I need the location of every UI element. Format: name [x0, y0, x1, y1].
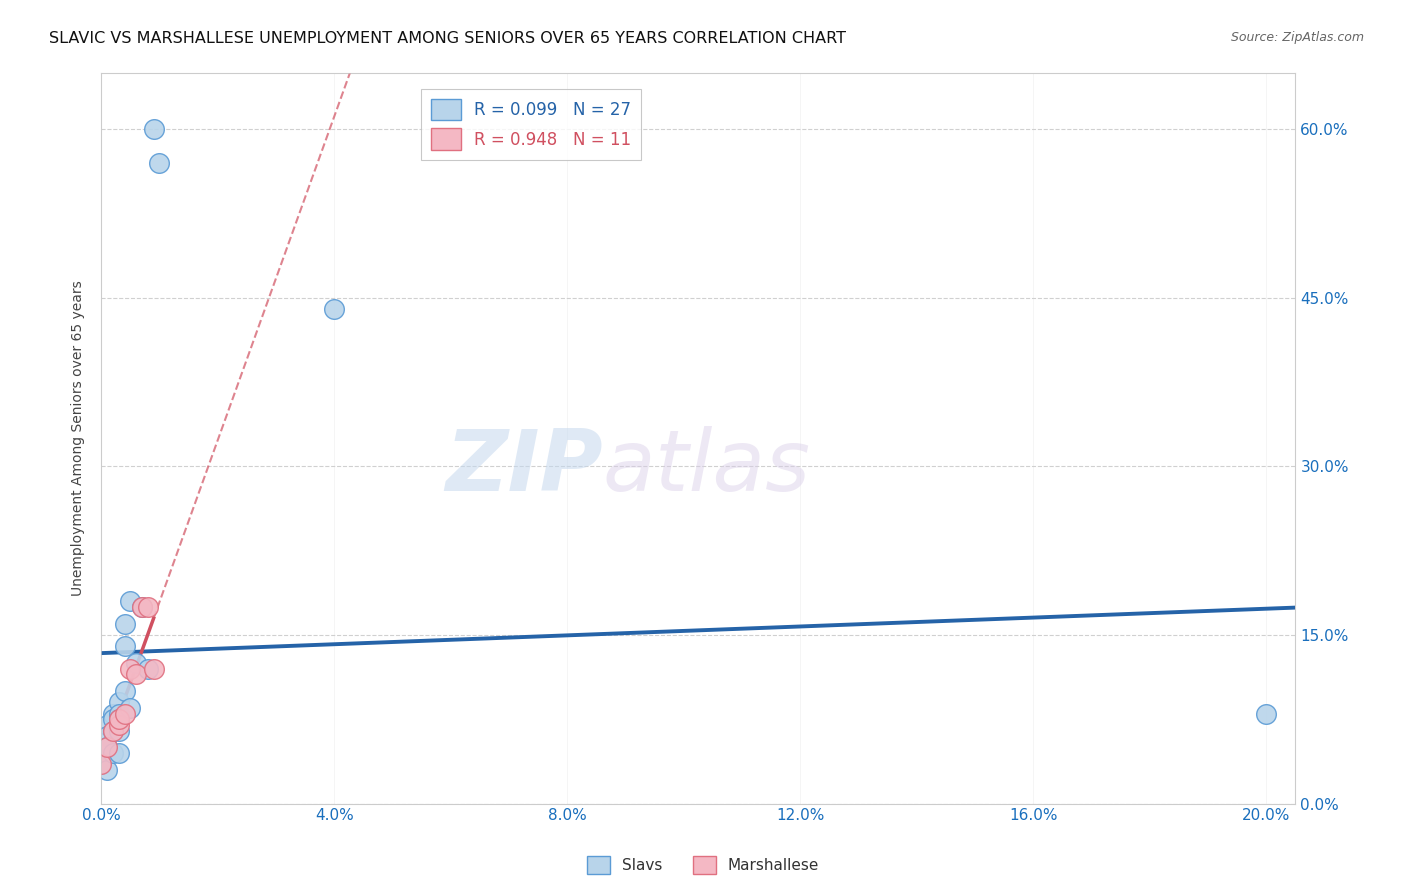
Point — [101, 746, 124, 760]
Point — [107, 712, 129, 726]
Point — [125, 656, 148, 670]
Point — [107, 706, 129, 721]
Point — [90, 752, 112, 766]
Point — [96, 718, 118, 732]
Point — [136, 662, 159, 676]
Legend: Slavs, Marshallese: Slavs, Marshallese — [581, 850, 825, 880]
Point — [114, 639, 136, 653]
Point — [101, 723, 124, 738]
Point — [101, 706, 124, 721]
Point — [107, 723, 129, 738]
Point — [131, 599, 153, 614]
Point — [96, 740, 118, 755]
Text: atlas: atlas — [603, 426, 811, 509]
Y-axis label: Unemployment Among Seniors over 65 years: Unemployment Among Seniors over 65 years — [72, 280, 86, 596]
Text: ZIP: ZIP — [446, 426, 603, 509]
Point — [136, 599, 159, 614]
Point — [120, 594, 142, 608]
Point — [101, 723, 124, 738]
Legend: R = 0.099   N = 27, R = 0.948   N = 11: R = 0.099 N = 27, R = 0.948 N = 11 — [420, 88, 641, 160]
Point — [142, 122, 165, 136]
Point — [1256, 706, 1278, 721]
Point — [107, 718, 129, 732]
Point — [107, 712, 129, 726]
Point — [107, 746, 129, 760]
Point — [114, 684, 136, 698]
Point — [101, 712, 124, 726]
Point — [120, 701, 142, 715]
Point — [96, 763, 118, 777]
Point — [148, 156, 170, 170]
Point — [107, 696, 129, 710]
Point — [114, 706, 136, 721]
Point — [96, 729, 118, 743]
Point — [125, 667, 148, 681]
Text: Source: ZipAtlas.com: Source: ZipAtlas.com — [1230, 31, 1364, 45]
Point — [90, 757, 112, 772]
Point — [114, 616, 136, 631]
Point — [142, 662, 165, 676]
Text: SLAVIC VS MARSHALLESE UNEMPLOYMENT AMONG SENIORS OVER 65 YEARS CORRELATION CHART: SLAVIC VS MARSHALLESE UNEMPLOYMENT AMONG… — [49, 31, 846, 46]
Point — [323, 301, 346, 316]
Point — [131, 599, 153, 614]
Point — [90, 757, 112, 772]
Point — [96, 740, 118, 755]
Point — [120, 662, 142, 676]
